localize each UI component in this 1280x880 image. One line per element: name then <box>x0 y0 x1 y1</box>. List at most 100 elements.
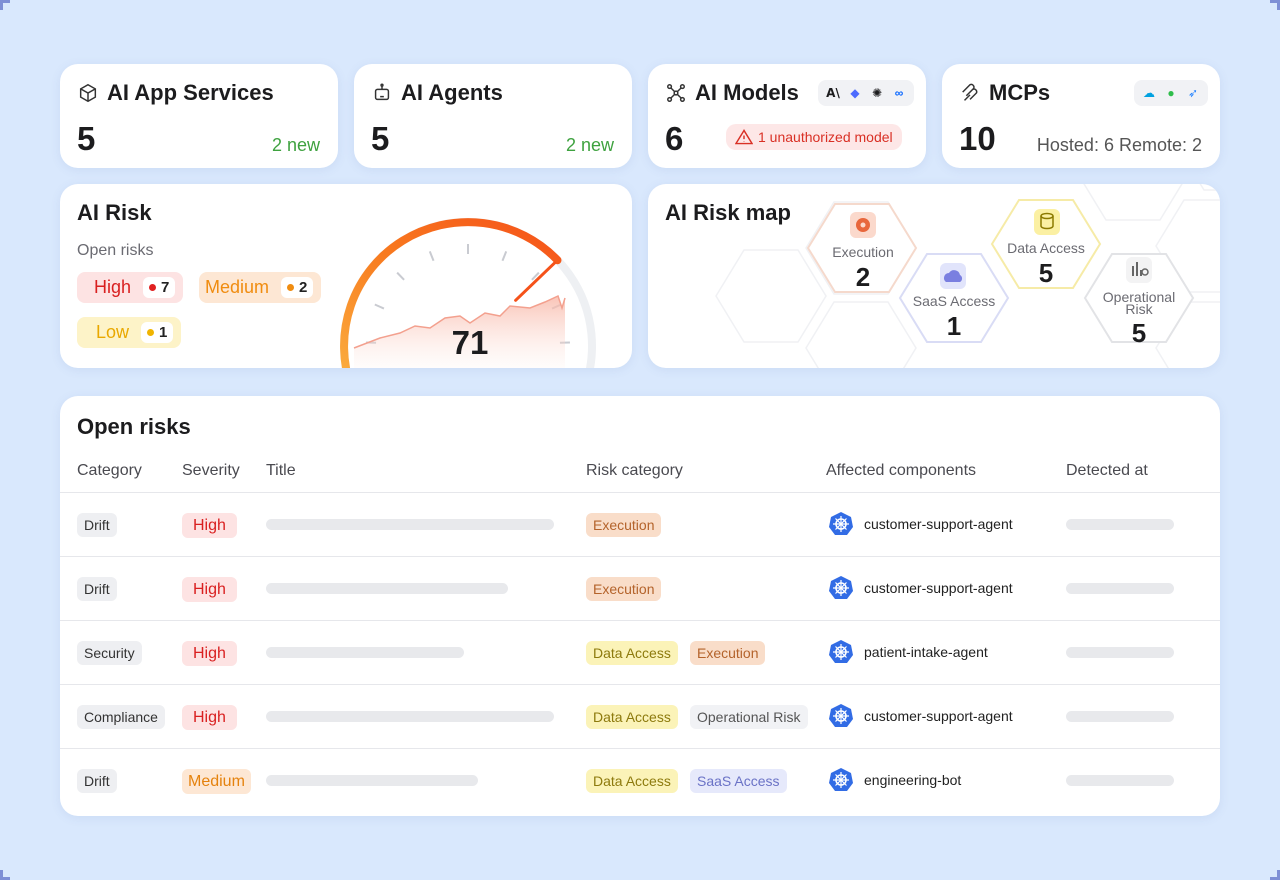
card-title: AI Models <box>695 80 799 105</box>
table-row[interactable]: Drift High Execution customer-support-ag… <box>60 492 1220 556</box>
ai-risk-card[interactable]: AI Risk Open risks High 7 Medium 2 Low 1 <box>60 184 632 368</box>
kubernetes-icon <box>829 704 853 727</box>
affected-component[interactable]: engineering-bot <box>828 767 961 793</box>
risk-score: 71 <box>451 324 489 361</box>
mcp-icon <box>962 83 978 101</box>
component-name: engineering-bot <box>864 772 962 788</box>
hex-saas-access[interactable] <box>898 253 1010 343</box>
table-row[interactable]: Drift High Execution customer-support-ag… <box>60 556 1220 620</box>
deepseek-logo: ◆ <box>850 86 860 100</box>
column-header[interactable]: Severity <box>182 462 240 479</box>
component-name: customer-support-agent <box>864 708 1013 724</box>
level-count: 2 <box>299 279 308 296</box>
level-count: 1 <box>159 324 168 341</box>
column-header[interactable]: Detected at <box>1066 462 1148 479</box>
category-tag: Drift <box>77 577 117 601</box>
risk-category-tag: Execution <box>690 641 766 665</box>
table-row[interactable]: Security High Data Access Execution pati… <box>60 620 1220 684</box>
level-count-badge: 7 <box>143 277 176 298</box>
yellow-dot-icon <box>147 329 155 336</box>
warning-icon <box>735 129 753 145</box>
column-header[interactable]: Risk category <box>586 462 683 479</box>
mcps-card[interactable]: MCPs ☁ ● ➶ 10 Hosted: 6 Remote: 2 <box>942 64 1220 168</box>
table-title: Open risks <box>77 414 191 439</box>
hex-label: SaaS Access <box>912 293 996 309</box>
unauthorized-alert[interactable]: 1 unauthorized model <box>726 124 902 150</box>
risk-level-low[interactable]: Low 1 <box>77 317 182 348</box>
affected-component[interactable]: patient-intake-agent <box>828 639 988 665</box>
affected-component[interactable]: customer-support-agent <box>828 511 1013 537</box>
severity-badge: High <box>182 641 237 666</box>
card-title: AI Agents <box>401 80 503 105</box>
risk-level-high[interactable]: High 7 <box>77 272 184 303</box>
title-placeholder <box>266 583 508 594</box>
title-placeholder <box>266 519 554 530</box>
cube-icon <box>79 83 97 103</box>
severity-badge: High <box>182 705 237 730</box>
red-dot-icon <box>149 284 157 291</box>
table-row[interactable]: Compliance High Data Access Operational … <box>60 684 1220 748</box>
table-row[interactable]: Drift Medium Data Access SaaS Access eng… <box>60 748 1220 812</box>
kubernetes-icon <box>829 512 853 535</box>
risk-gauge <box>340 217 596 368</box>
network-icon <box>667 84 685 102</box>
ai-app-services-card[interactable]: AI App Services 5 2 new <box>60 64 338 168</box>
hex-data-access[interactable] <box>990 199 1102 289</box>
trend-area <box>354 296 565 368</box>
column-header[interactable]: Category <box>77 462 142 479</box>
column-header[interactable]: Title <box>266 462 296 479</box>
title-placeholder <box>266 775 478 786</box>
frame-corner <box>1270 870 1280 880</box>
kubernetes-icon <box>829 768 853 791</box>
hex-operational-risk[interactable] <box>1083 253 1195 343</box>
title-placeholder <box>266 647 464 658</box>
category-tag: Security <box>77 641 142 665</box>
risk-category-tag: Data Access <box>586 769 678 793</box>
component-name: customer-support-agent <box>864 516 1013 532</box>
card-subtext: 2 new <box>271 135 320 155</box>
ai-agents-card[interactable]: AI Agents 5 2 new <box>354 64 632 168</box>
level-label: Low <box>96 322 130 342</box>
gauge-fill <box>340 218 562 368</box>
hex-count: 5 <box>1131 318 1147 348</box>
gauge-tick <box>374 303 385 310</box>
jira-logo: ➶ <box>1187 86 1199 100</box>
orange-dot-icon <box>287 284 295 291</box>
frame-corner <box>0 870 10 880</box>
gauge-tick <box>531 271 540 281</box>
hex-count: 5 <box>1038 258 1054 288</box>
level-count: 7 <box>161 279 170 296</box>
card-title: AI Risk map <box>665 200 791 225</box>
affected-component[interactable]: customer-support-agent <box>828 575 1013 601</box>
level-label: High <box>94 277 132 297</box>
category-tag: Compliance <box>77 705 165 729</box>
risk-category-tag: Execution <box>586 577 662 601</box>
openai-logo: ✺ <box>871 86 883 100</box>
gauge-tick <box>396 271 405 281</box>
ai-models-card[interactable]: AI Models A\ ◆ ✺ ∞ 6 1 unauthorized mode… <box>648 64 926 168</box>
severity-badge: High <box>182 513 237 538</box>
detected-placeholder <box>1066 711 1174 722</box>
category-tag: Drift <box>77 513 117 537</box>
hex-label: Execution <box>832 244 894 260</box>
ai-risk-map-card[interactable]: AI Risk map Execution 2 SaaS Access 1 Da… <box>648 184 1220 368</box>
affected-component[interactable]: customer-support-agent <box>828 703 1013 729</box>
severity-badge: High <box>182 577 237 602</box>
risk-category-tag: Data Access <box>586 705 678 729</box>
card-value: 10 <box>959 120 996 157</box>
anthropic-logo: A\ <box>826 86 840 100</box>
detected-placeholder <box>1066 775 1174 786</box>
atlassian-logo: ● <box>1167 86 1175 100</box>
kubernetes-icon <box>829 640 853 663</box>
card-subtext: 2 new <box>565 135 614 155</box>
meta-logo: ∞ <box>894 86 904 100</box>
card-title: MCPs <box>989 80 1051 105</box>
component-name: customer-support-agent <box>864 580 1013 596</box>
hex-execution[interactable] <box>806 203 918 293</box>
level-count-badge: 2 <box>281 277 314 298</box>
risk-level-medium[interactable]: Medium 2 <box>199 272 322 303</box>
column-header[interactable]: Affected components <box>826 462 977 479</box>
title-placeholder <box>266 711 554 722</box>
card-value: 5 <box>371 120 390 157</box>
category-tag: Drift <box>77 769 117 793</box>
